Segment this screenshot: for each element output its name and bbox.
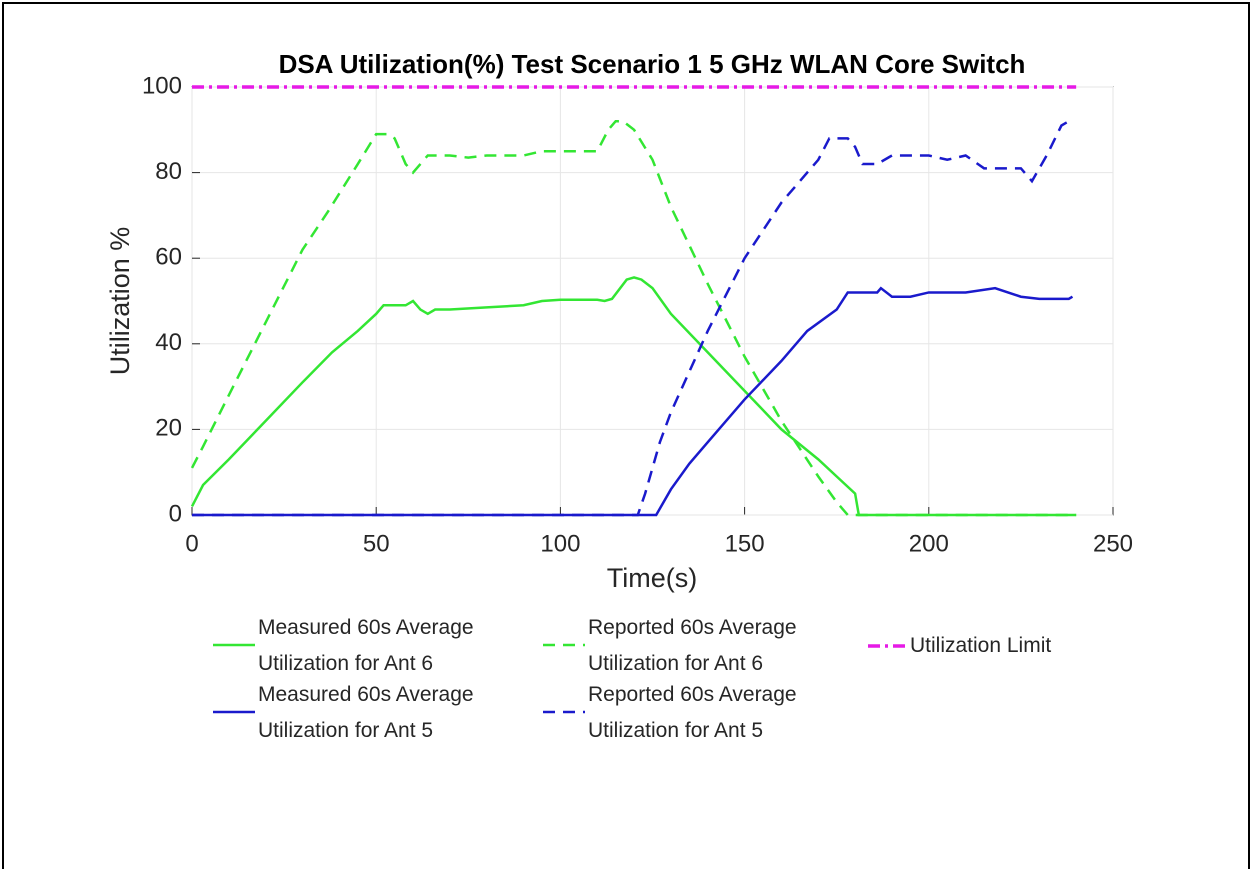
y-tick-label: 60	[155, 244, 182, 271]
series-line	[190, 276, 1077, 517]
chart-title: DSA Utilization(%) Test Scenario 1 5 GHz…	[279, 49, 1026, 79]
legend-label: Reported 60s Average Utilization for Ant…	[588, 683, 797, 742]
x-tick-label: 200	[909, 530, 949, 557]
x-axis-label: Time(s)	[607, 563, 697, 593]
y-tick-label: 80	[155, 158, 182, 185]
y-tick-label: 100	[142, 72, 182, 99]
series-line	[192, 119, 1074, 517]
series-line	[190, 119, 1077, 517]
x-tick-label: 50	[363, 530, 390, 557]
series-line	[192, 286, 1074, 517]
x-tick-label: 150	[725, 530, 765, 557]
y-tick-label: 40	[155, 329, 182, 356]
y-axis-label: Utilization %	[105, 227, 135, 376]
x-tick-label: 250	[1093, 530, 1133, 557]
legend-label: Measured 60s Average Utilization for Ant…	[258, 616, 474, 675]
x-tick-label: 0	[185, 530, 198, 557]
lines	[190, 85, 1077, 517]
legend-label: Utilization Limit	[910, 634, 1052, 657]
y-tick-label: 20	[155, 415, 182, 442]
x-tick-label: 100	[540, 530, 580, 557]
legend-label: Reported 60s Average Utilization for Ant…	[588, 616, 797, 675]
plot-area	[191, 86, 1114, 516]
legend-label: Measured 60s Average Utilization for Ant…	[258, 683, 474, 742]
y-tick-label: 0	[169, 500, 182, 527]
